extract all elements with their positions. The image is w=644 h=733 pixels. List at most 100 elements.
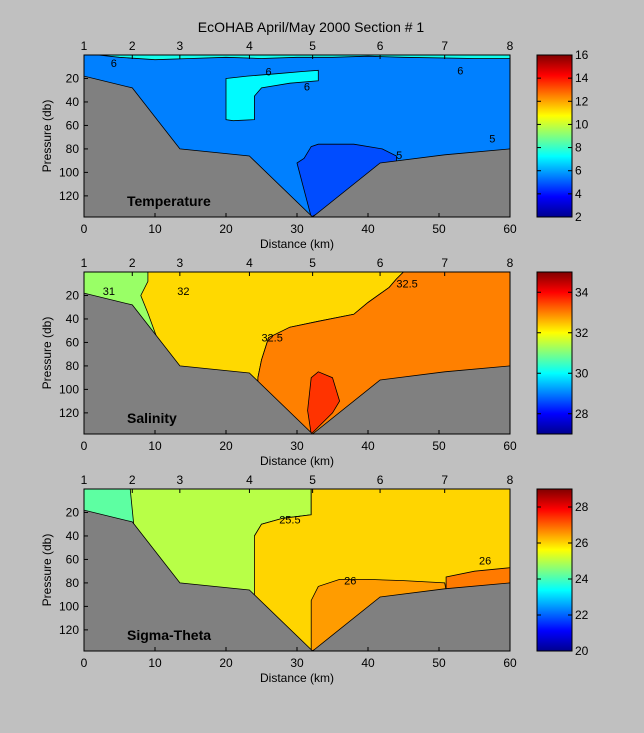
y-tick-label: 60 bbox=[66, 335, 80, 349]
colorbar-tick-label: 24 bbox=[575, 572, 589, 586]
station-label: 4 bbox=[246, 256, 253, 270]
station-label: 2 bbox=[129, 473, 136, 487]
y-tick-label: 120 bbox=[59, 406, 79, 420]
panel-label: Salinity bbox=[127, 410, 177, 426]
x-tick-label: 10 bbox=[148, 656, 162, 670]
contour-label: 5 bbox=[396, 150, 402, 162]
y-tick-label: 80 bbox=[66, 359, 80, 373]
panel-sigma-theta: 25.5 26 26 0 10 20 30 40 50 60 20 40 60 80 100 120 1 2 3 4 5… bbox=[40, 473, 589, 685]
x-tick-label: 10 bbox=[148, 222, 162, 236]
panel-label: Sigma-Theta bbox=[127, 627, 211, 643]
station-label: 6 bbox=[377, 256, 384, 270]
y-tick-label: 120 bbox=[59, 189, 79, 203]
x-tick-label: 20 bbox=[219, 656, 233, 670]
contour-label: 25.5 bbox=[279, 515, 300, 527]
contour-label: 31 bbox=[103, 286, 115, 298]
colorbar-tick-label: 28 bbox=[575, 500, 589, 514]
y-tick-label: 20 bbox=[66, 71, 80, 85]
colorbar-tick-label: 8 bbox=[575, 141, 582, 155]
x-tick-label: 60 bbox=[503, 222, 517, 236]
contour-label: 6 bbox=[266, 66, 272, 78]
contour-label: 6 bbox=[304, 82, 310, 94]
colorbar-tick-label: 32 bbox=[575, 326, 589, 340]
y-tick-label: 60 bbox=[66, 118, 80, 132]
x-tick-label: 60 bbox=[503, 656, 517, 670]
station-label: 8 bbox=[507, 256, 514, 270]
plot-area: 6 6 6 6 5 5 bbox=[84, 55, 510, 217]
x-tick-label: 0 bbox=[81, 439, 88, 453]
colorbar-tick-label: 14 bbox=[575, 71, 589, 85]
plot-area: 25.5 26 26 bbox=[84, 489, 510, 651]
contour-region bbox=[307, 371, 341, 434]
y-axis-label: Pressure (db) bbox=[40, 100, 54, 173]
y-tick-label: 120 bbox=[59, 623, 79, 637]
y-tick-label: 60 bbox=[66, 552, 80, 566]
x-tick-label: 20 bbox=[219, 222, 233, 236]
colorbar-tick-label: 28 bbox=[575, 407, 589, 421]
y-tick-label: 40 bbox=[66, 95, 80, 109]
x-tick-label: 30 bbox=[290, 656, 304, 670]
y-tick-label: 40 bbox=[66, 312, 80, 326]
station-label: 8 bbox=[507, 39, 514, 53]
station-label: 7 bbox=[441, 39, 448, 53]
x-tick-label: 60 bbox=[503, 439, 517, 453]
colorbar bbox=[536, 54, 573, 218]
figure-title: EcOHAB April/May 2000 Section # 1 bbox=[198, 19, 425, 35]
station-label: 8 bbox=[507, 473, 514, 487]
station-label: 3 bbox=[177, 39, 184, 53]
colorbar-tick-label: 6 bbox=[575, 164, 582, 178]
colorbar-tick-label: 30 bbox=[575, 366, 589, 380]
y-axis-label: Pressure (db) bbox=[40, 534, 54, 607]
y-tick-label: 40 bbox=[66, 529, 80, 543]
station-label: 3 bbox=[177, 473, 184, 487]
contour-label: 32.5 bbox=[261, 333, 282, 345]
x-axis-label: Distance (km) bbox=[260, 237, 334, 251]
contour-label: 32 bbox=[177, 286, 189, 298]
colorbar-tick-label: 4 bbox=[575, 187, 582, 201]
x-tick-label: 20 bbox=[219, 439, 233, 453]
y-tick-label: 100 bbox=[59, 382, 79, 396]
contour-region bbox=[225, 69, 319, 122]
panel-label: Temperature bbox=[127, 193, 211, 209]
contour-label: 6 bbox=[111, 58, 117, 70]
colorbar-tick-label: 12 bbox=[575, 94, 589, 108]
x-tick-label: 30 bbox=[290, 439, 304, 453]
colorbar-tick-label: 16 bbox=[575, 48, 589, 62]
station-label: 1 bbox=[81, 473, 88, 487]
y-axis-label: Pressure (db) bbox=[40, 317, 54, 390]
contour-label: 6 bbox=[457, 65, 463, 77]
plot-area: 32 32.5 31 32.5 bbox=[84, 272, 510, 434]
seafloor bbox=[84, 509, 510, 651]
station-label: 4 bbox=[246, 473, 253, 487]
y-tick-label: 20 bbox=[66, 288, 80, 302]
station-label: 5 bbox=[309, 39, 316, 53]
colorbar bbox=[536, 488, 573, 652]
contour-label: 32.5 bbox=[396, 279, 417, 291]
station-label: 1 bbox=[81, 39, 88, 53]
x-tick-label: 0 bbox=[81, 222, 88, 236]
colorbar-tick-label: 2 bbox=[575, 210, 582, 224]
x-tick-label: 0 bbox=[81, 656, 88, 670]
station-label: 6 bbox=[377, 39, 384, 53]
colorbar bbox=[536, 271, 573, 435]
station-label: 5 bbox=[309, 473, 316, 487]
colorbar-tick-label: 26 bbox=[575, 536, 589, 550]
colorbar-tick-label: 10 bbox=[575, 117, 589, 131]
station-label: 7 bbox=[441, 473, 448, 487]
x-tick-label: 50 bbox=[432, 656, 446, 670]
seafloor bbox=[84, 75, 510, 217]
x-tick-label: 50 bbox=[432, 439, 446, 453]
x-axis-label: Distance (km) bbox=[260, 671, 334, 685]
contour-label: 5 bbox=[489, 133, 495, 145]
station-label: 4 bbox=[246, 39, 253, 53]
x-tick-label: 50 bbox=[432, 222, 446, 236]
contour-label: 26 bbox=[479, 556, 491, 568]
x-tick-label: 40 bbox=[361, 656, 375, 670]
colorbar-tick-label: 34 bbox=[575, 285, 589, 299]
y-tick-label: 100 bbox=[59, 165, 79, 179]
station-label: 5 bbox=[309, 256, 316, 270]
x-tick-label: 40 bbox=[361, 439, 375, 453]
colorbar-tick-label: 20 bbox=[575, 644, 589, 658]
